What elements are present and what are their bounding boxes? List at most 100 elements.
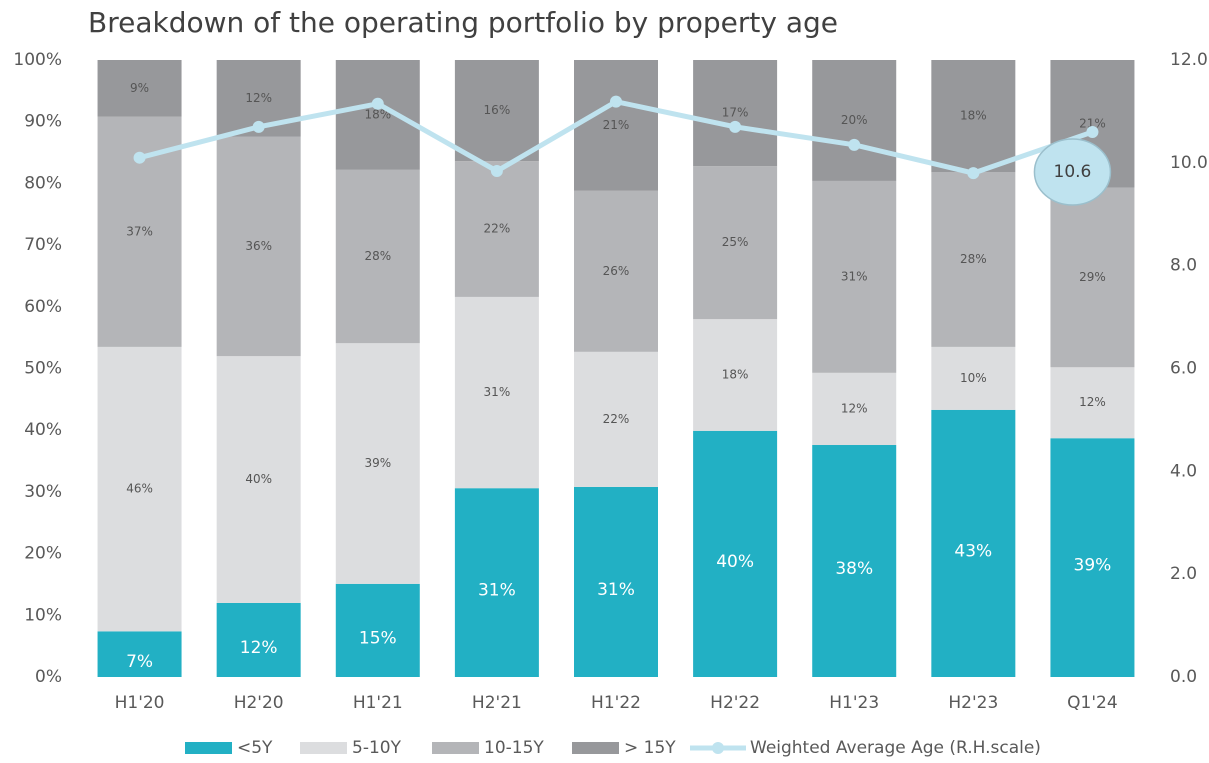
legend-label: > 15Y: [624, 738, 676, 758]
bar-segment: [1050, 187, 1135, 368]
data-label: 18%: [722, 367, 749, 381]
legend-label: <5Y: [237, 738, 273, 758]
y-tick-label: 10%: [24, 605, 62, 625]
legend-label: 10-15Y: [484, 738, 544, 758]
data-label: 25%: [722, 235, 749, 249]
y2-tick-label: 2.0: [1170, 564, 1197, 584]
legend-swatch: [300, 742, 347, 754]
bar-segment: [574, 351, 658, 487]
bar-segment: [97, 346, 182, 632]
x-tick-label: H2'23: [948, 693, 998, 713]
data-label: 12%: [240, 638, 278, 658]
bar-segment: [1050, 367, 1135, 439]
x-tick-label: Q1'24: [1067, 693, 1118, 713]
data-label: 37%: [126, 224, 153, 238]
legend-swatch: [432, 742, 479, 754]
bar-segment: [1050, 438, 1135, 677]
y-tick-label: 70%: [24, 235, 62, 255]
bar-segment: [574, 60, 658, 191]
bar-segment: [931, 409, 1016, 677]
line-point: [848, 138, 861, 151]
line-point: [371, 97, 384, 110]
data-label: 28%: [960, 252, 987, 266]
bar-segment: [812, 445, 897, 677]
bar-segment: [335, 583, 420, 677]
data-label: 29%: [1079, 270, 1106, 284]
bar-segment: [335, 169, 420, 344]
bar-segment: [693, 430, 778, 677]
bar-segment: [693, 166, 778, 320]
y2-tick-label: 12.0: [1170, 50, 1208, 70]
bar-segment: [335, 343, 420, 584]
bar-segment: [454, 161, 539, 297]
y-tick-label: 50%: [24, 359, 62, 379]
data-label: 31%: [597, 580, 635, 600]
y2-tick-label: 0.0: [1170, 667, 1197, 687]
x-tick-label: H2'21: [472, 693, 522, 713]
data-label: 21%: [603, 118, 630, 132]
line-point: [729, 120, 742, 133]
chart-title: Breakdown of the operating portfolio by …: [88, 6, 838, 39]
x-tick-label: H2'22: [710, 693, 760, 713]
y2-tick-label: 4.0: [1170, 461, 1197, 481]
callout-label: 10.6: [1054, 162, 1092, 182]
y-tick-label: 90%: [24, 112, 62, 132]
data-label: 12%: [1079, 395, 1106, 409]
bar-segment: [454, 488, 539, 677]
callout: [1033, 138, 1112, 206]
x-tick-label: H1'21: [353, 693, 403, 713]
bar-segment: [931, 172, 1016, 347]
data-label: 31%: [841, 269, 868, 283]
bar-segment: [454, 60, 539, 162]
data-label: 21%: [1079, 116, 1106, 130]
data-label: 12%: [841, 401, 868, 415]
data-label: 39%: [364, 456, 391, 470]
line-point: [133, 151, 146, 164]
y-tick-label: 40%: [24, 420, 62, 440]
data-label: 31%: [484, 385, 511, 399]
bar-segment: [216, 602, 301, 677]
data-label: 40%: [716, 552, 754, 572]
data-label: 40%: [245, 472, 272, 486]
bar-segment: [216, 356, 301, 603]
bar-segment: [931, 346, 1016, 410]
y-tick-label: 20%: [24, 544, 62, 564]
bar-segment: [97, 60, 182, 117]
x-tick-label: H1'20: [115, 693, 165, 713]
bar-segment: [97, 631, 182, 677]
x-tick-label: H2'20: [234, 693, 284, 713]
data-label: 36%: [245, 239, 272, 253]
data-label: 28%: [364, 249, 391, 263]
bar-segment: [574, 190, 658, 352]
line-point: [967, 167, 980, 180]
y2-tick-label: 8.0: [1170, 256, 1197, 276]
y-tick-label: 60%: [24, 297, 62, 317]
line-point: [490, 165, 503, 178]
data-label: 9%: [130, 81, 149, 95]
bar-segment: [693, 60, 778, 167]
legend-label: Weighted Average Age (R.H.scale): [750, 738, 1041, 758]
bar-segment: [454, 296, 539, 489]
x-tick-label: H1'23: [829, 693, 879, 713]
line-point: [252, 120, 265, 133]
y-tick-label: 100%: [13, 50, 62, 70]
x-tick-label: H1'22: [591, 693, 641, 713]
y-tick-label: 80%: [24, 173, 62, 193]
data-label: 39%: [1074, 556, 1112, 576]
bar-segment: [812, 60, 897, 181]
legend-swatch: [572, 742, 619, 754]
line-point: [1086, 125, 1099, 138]
y-tick-label: 0%: [35, 667, 62, 687]
line-point: [610, 95, 622, 108]
data-label: 16%: [484, 103, 511, 117]
data-label: 31%: [478, 581, 516, 601]
data-label: 18%: [364, 107, 391, 121]
legend-swatch: [185, 742, 232, 754]
legend-label: 5-10Y: [352, 738, 402, 758]
bar-segment: [335, 60, 420, 170]
data-label: 43%: [954, 541, 992, 561]
data-label: 46%: [126, 482, 153, 496]
legend-swatch: [712, 742, 724, 754]
y-tick-label: 30%: [24, 482, 62, 502]
